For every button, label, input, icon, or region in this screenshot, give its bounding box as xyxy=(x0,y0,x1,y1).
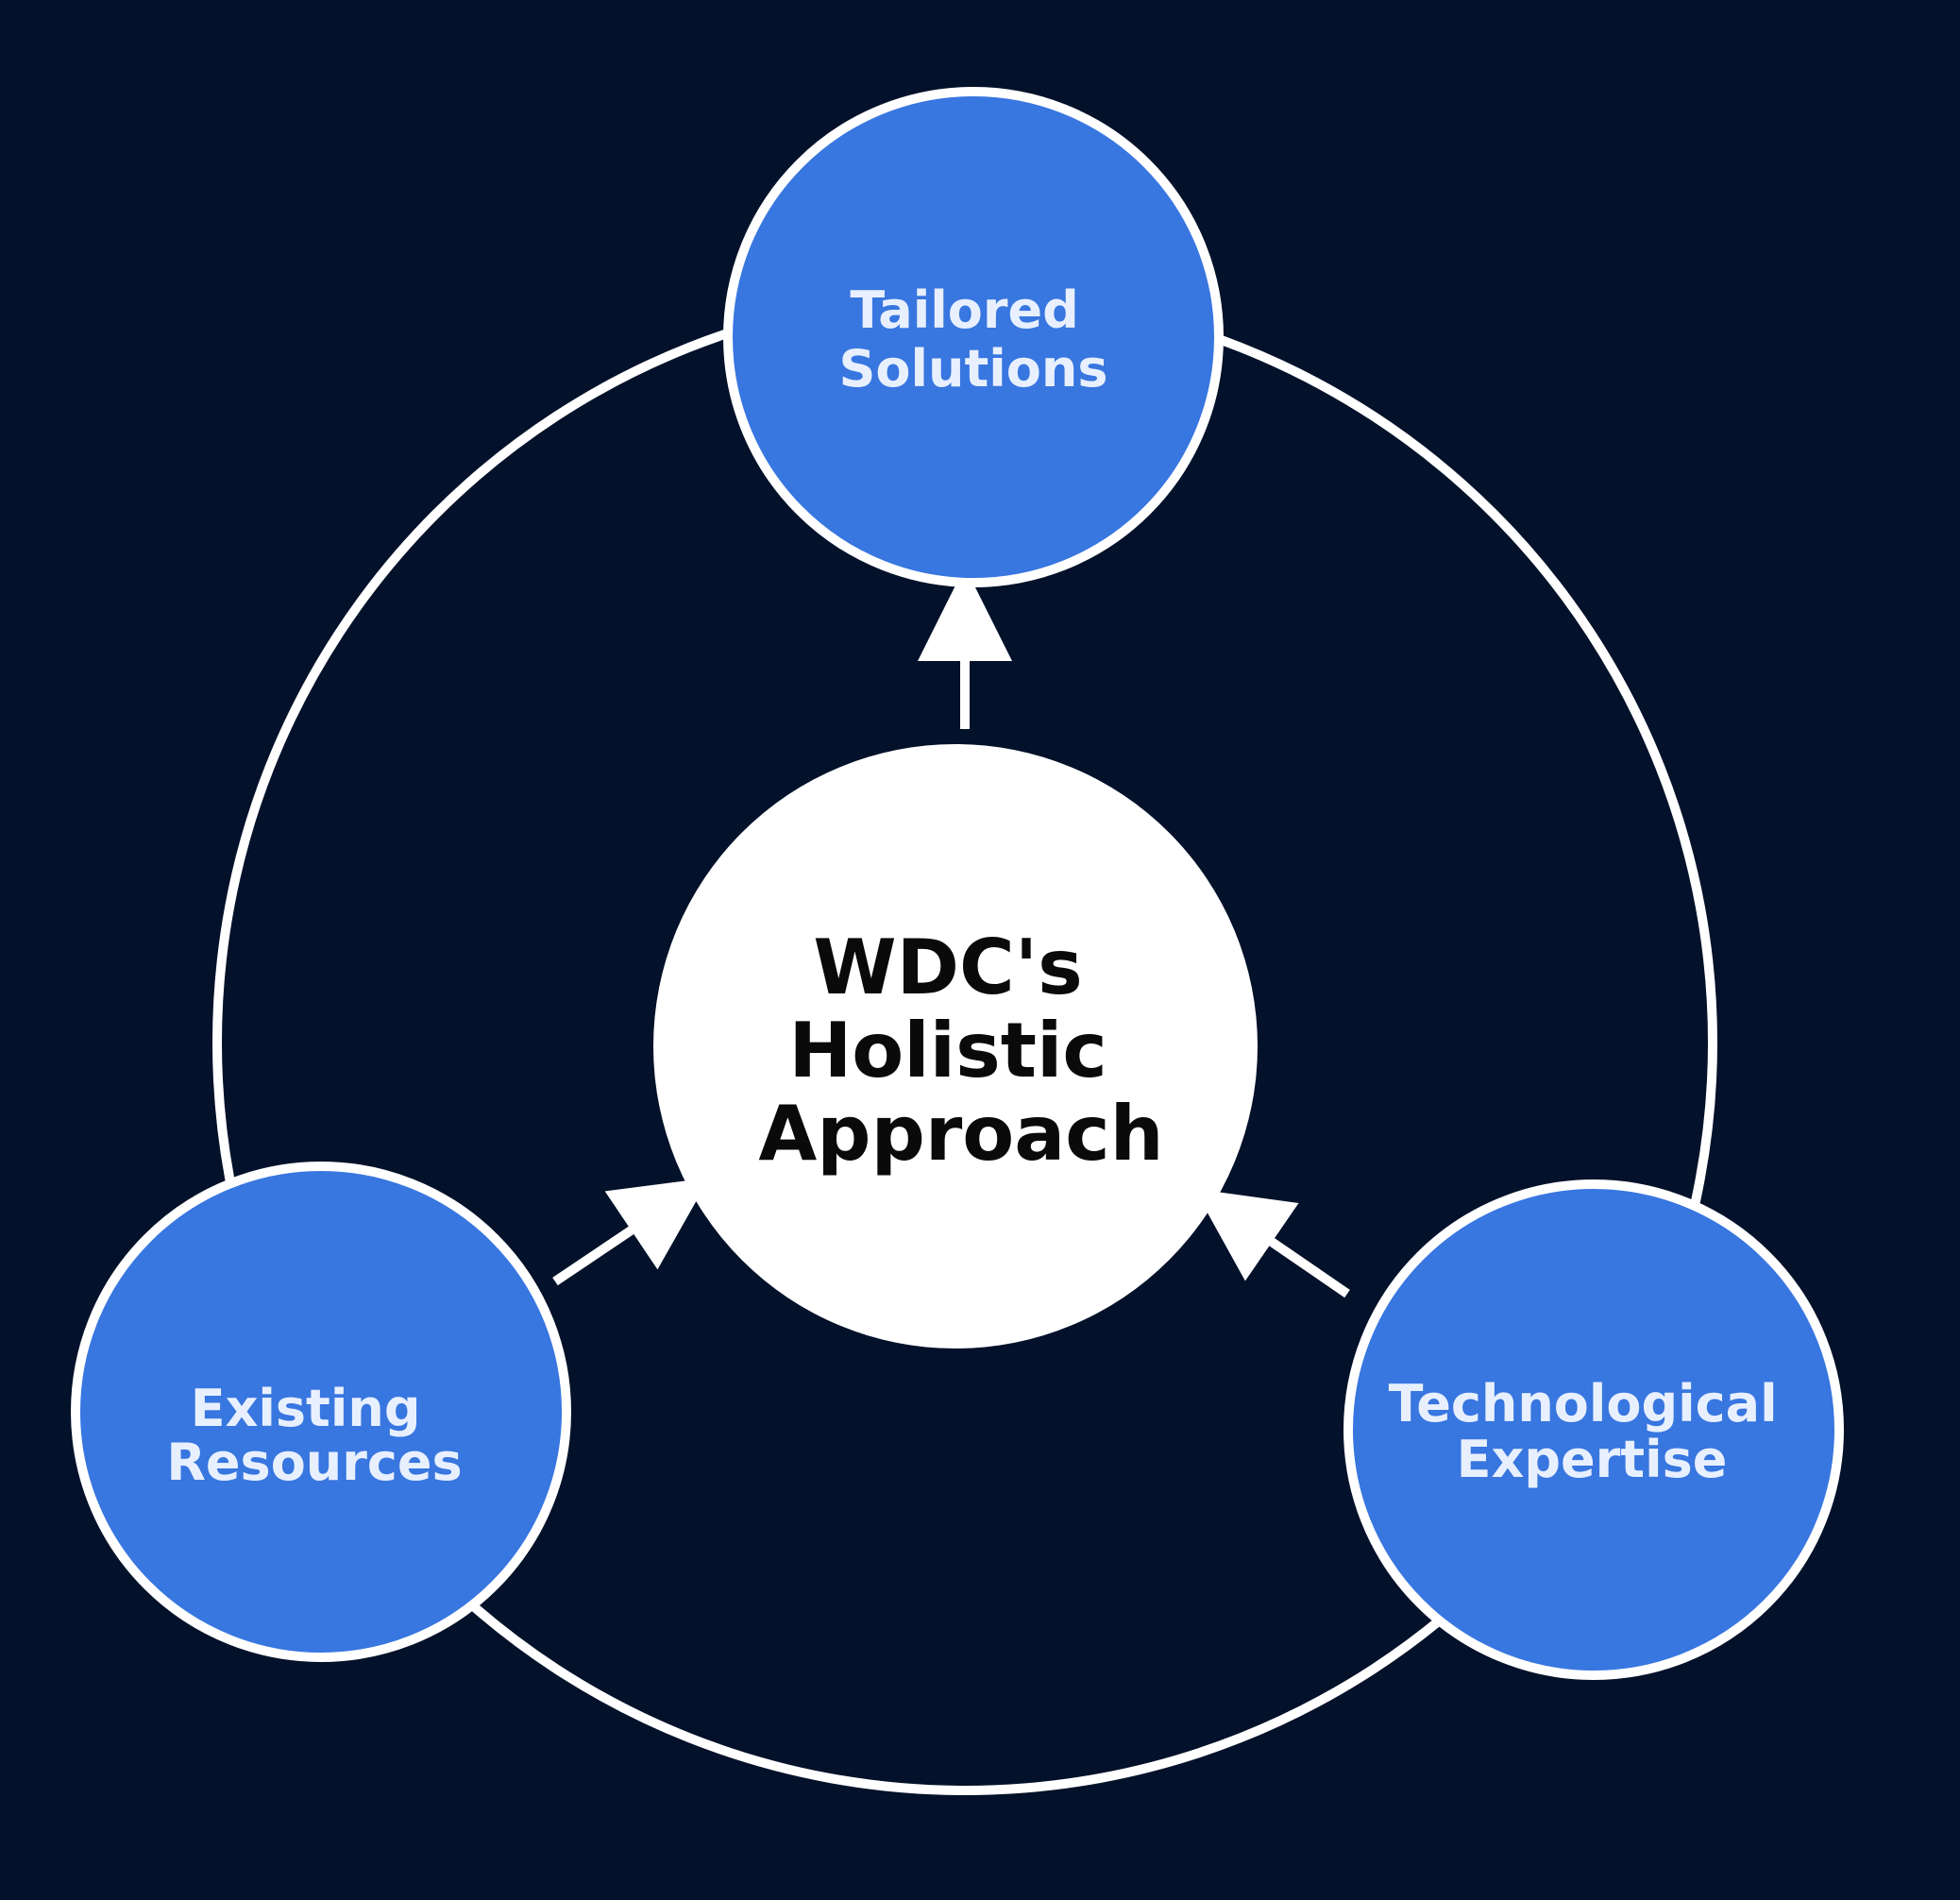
node-technological-expertise-circle xyxy=(1343,1179,1844,1680)
node-technological-expertise-line-2: Expertise xyxy=(1457,1430,1728,1489)
node-tailored-solutions-line-1: Tailored xyxy=(850,280,1078,340)
node-existing-resources-line-1: Existing xyxy=(191,1379,421,1438)
svg-text:Technological Expertis: Technological Expertise xyxy=(1389,1374,1796,1489)
arrow-technological-expertise-to-center xyxy=(1193,1188,1350,1298)
node-existing-resources-line-2: Resources xyxy=(166,1433,462,1492)
node-existing-resources-circle xyxy=(71,1162,571,1662)
center-node-circle xyxy=(653,744,1258,1349)
svg-text:Tailored Solutions: Tailored Solutions xyxy=(839,280,1108,399)
center-node-line-1: WDC's xyxy=(813,924,1082,1011)
center-node-holistic-approach: WDC's Holistic Approach xyxy=(653,744,1258,1349)
svg-text:WDC's Holistic: WDC's Holistic Approach xyxy=(758,924,1163,1178)
svg-text:Existing Resources: Existing Resources xyxy=(166,1379,462,1492)
node-existing-resources: Existing Resources xyxy=(71,1162,571,1662)
node-technological-expertise: Technological Expertise xyxy=(1343,1179,1844,1680)
center-node-line-2: Holistic xyxy=(788,1007,1107,1094)
node-tailored-solutions-line-2: Solutions xyxy=(839,339,1108,399)
center-node-line-3: Approach xyxy=(758,1090,1163,1178)
node-technological-expertise-line-1: Technological xyxy=(1389,1374,1778,1433)
node-tailored-solutions: Tailored Solutions xyxy=(723,87,1224,587)
node-tailored-solutions-circle xyxy=(723,87,1224,587)
arrow-existing-resources-to-center xyxy=(552,1178,710,1286)
